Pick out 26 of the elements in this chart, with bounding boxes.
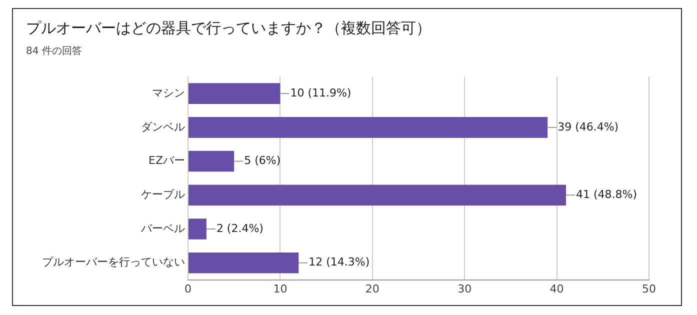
x-tick-label: 40 <box>550 282 564 296</box>
y-tick-label: ケーブル <box>141 188 185 201</box>
data-label: 5 (6%) <box>244 154 281 168</box>
bar <box>188 218 206 240</box>
data-label: 12 (14.3%) <box>308 256 370 269</box>
x-tick-label: 20 <box>365 282 380 296</box>
data-label: 41 (48.8%) <box>576 188 638 201</box>
bar <box>188 83 280 104</box>
x-tick-label: 50 <box>642 282 656 296</box>
y-tick-label: EZバー <box>148 154 185 168</box>
y-tick-label: マシン <box>152 86 185 100</box>
text: 84 件の回答 <box>26 45 82 58</box>
y-tick-label: ダンベル <box>141 120 185 134</box>
x-tick-label: 10 <box>273 282 288 296</box>
data-label: 39 (46.4%) <box>558 120 619 134</box>
x-tick-label: 0 <box>184 282 192 296</box>
data-label: 2 (2.4%) <box>216 222 264 235</box>
y-tick-label: バーベル <box>140 222 185 235</box>
y-tick-label: プルオーバーを行っていない <box>42 256 185 269</box>
bar <box>188 116 548 138</box>
chart-title: プルオーバーはどの器具で行っていますか？（複数回答可） <box>26 19 431 38</box>
data-label: 10 (11.9%) <box>290 86 352 100</box>
bar <box>188 252 299 274</box>
x-tick-label: 30 <box>458 282 472 296</box>
bar <box>188 150 234 172</box>
bar <box>188 184 566 206</box>
